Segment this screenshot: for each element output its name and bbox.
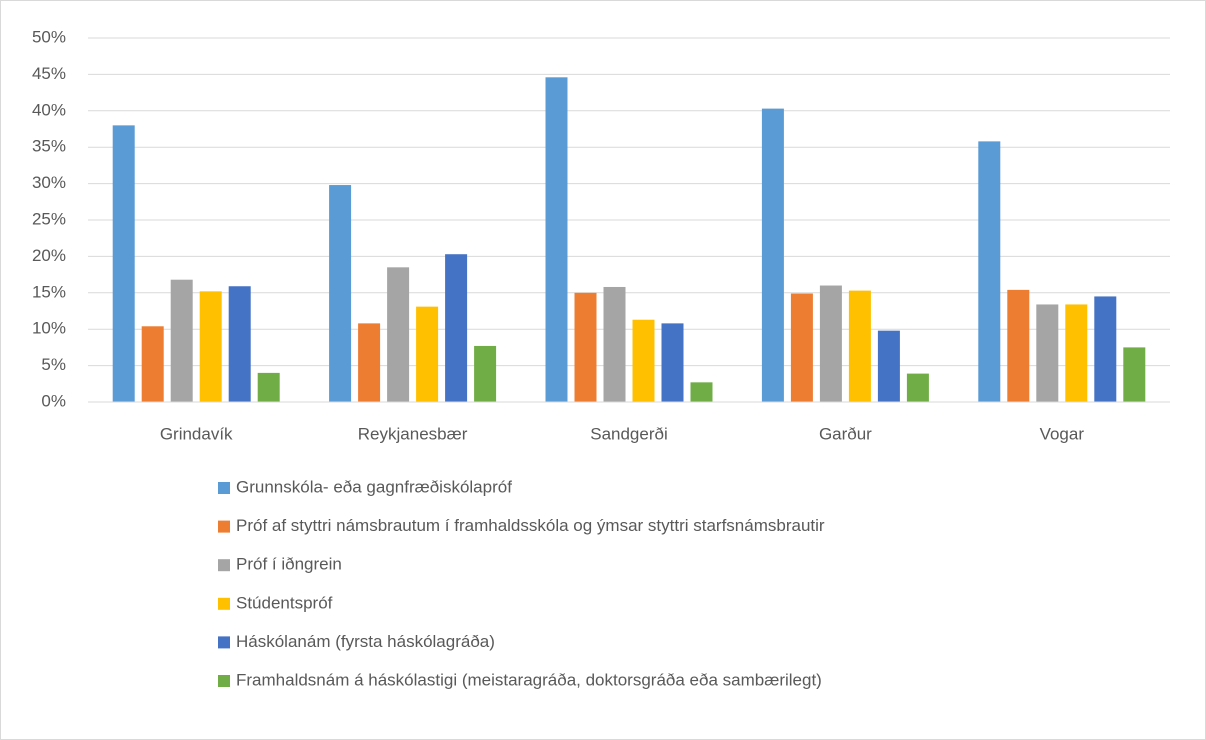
bar: [632, 319, 655, 402]
legend-label: Próf af styttri námsbrautum í framhaldss…: [236, 516, 825, 535]
y-tick-label: 25%: [32, 209, 66, 228]
y-tick-label: 30%: [32, 173, 66, 192]
bar: [141, 326, 164, 402]
bar: [761, 108, 784, 402]
bar: [978, 141, 1001, 402]
bar: [819, 285, 842, 402]
bar: [1094, 296, 1117, 402]
y-tick-label: 15%: [32, 282, 66, 301]
y-tick-label: 40%: [32, 100, 66, 119]
bar: [257, 372, 280, 402]
y-tick-label: 45%: [32, 64, 66, 83]
y-tick-label: 10%: [32, 319, 66, 338]
bar: [474, 345, 497, 402]
bar: [228, 286, 251, 402]
legend-swatch: [218, 520, 230, 533]
bar: [1123, 347, 1146, 402]
legend-label: Próf í iðngrein: [236, 555, 342, 574]
bar: [445, 254, 468, 402]
bar: [661, 323, 684, 402]
bar: [877, 330, 900, 402]
bar: [1065, 304, 1088, 402]
y-tick-label: 0%: [41, 391, 66, 410]
legend-label: Framhaldsnám á háskólastigi (meistaragrá…: [236, 670, 822, 689]
bar: [574, 292, 597, 402]
bar: [112, 125, 135, 403]
legend-swatch: [218, 675, 230, 687]
legend-label: Grunnskóla- eða gagnfræðiskólapróf: [236, 477, 512, 496]
bar: [790, 293, 813, 402]
y-tick-label: 5%: [41, 355, 66, 374]
bar: [603, 286, 626, 402]
legend-swatch: [218, 597, 230, 610]
legend-swatch: [218, 636, 230, 649]
y-tick-label: 35%: [32, 137, 66, 156]
bar: [199, 291, 222, 402]
bar: [690, 382, 713, 402]
legend-swatch: [218, 482, 230, 494]
bar: [545, 77, 568, 402]
legend-swatch: [218, 559, 230, 572]
bar: [1036, 304, 1059, 402]
x-tick-label: Reykjanesbær: [358, 424, 468, 443]
bar: [906, 373, 929, 402]
legend-label: Stúdentspróf: [236, 593, 333, 612]
bar: [416, 306, 439, 402]
x-tick-label: Grindavík: [160, 424, 233, 443]
x-tick-label: Sandgerði: [590, 424, 668, 443]
x-tick-label: Vogar: [1040, 424, 1085, 443]
bar: [1007, 289, 1030, 402]
y-tick-label: 50%: [32, 27, 66, 46]
bar: [358, 323, 381, 402]
legend-label: Háskólanám (fyrsta háskólagráða): [236, 632, 495, 651]
bar: [170, 279, 193, 402]
y-tick-label: 20%: [32, 246, 66, 265]
x-tick-label: Garður: [819, 424, 872, 443]
bar: [329, 185, 352, 402]
bar: [848, 290, 871, 402]
bar: [387, 267, 410, 402]
